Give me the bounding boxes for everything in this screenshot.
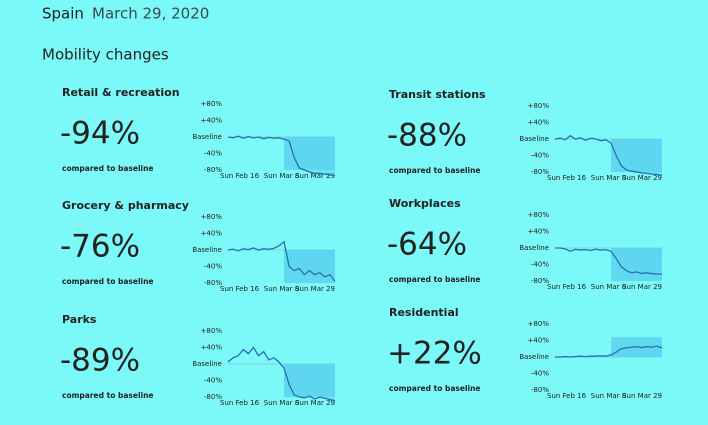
trend-line — [554, 134, 663, 176]
y-tick-label: -80% — [204, 166, 222, 174]
x-tick-label: Sun Feb 16 — [547, 392, 587, 400]
headline-value: -76% — [60, 229, 140, 265]
x-tick-label: Sun Feb 16 — [220, 399, 260, 407]
y-tick-label: -40% — [531, 370, 549, 378]
panel-title: Grocery & pharmacy — [62, 199, 189, 212]
x-tick-label: Sun Mar 29 — [622, 174, 662, 182]
y-tick-label: -80% — [531, 386, 549, 394]
y-tick-label: +80% — [201, 100, 223, 108]
panel-title: Transit stations — [389, 88, 486, 101]
panel-title: Residential — [389, 306, 459, 319]
x-tick-label: Sun Mar 8 — [264, 285, 299, 293]
x-tick-label: Sun Mar 29 — [295, 285, 335, 293]
trend-line — [227, 346, 336, 402]
y-tick-label: +80% — [528, 102, 550, 110]
y-tick-label: -80% — [531, 168, 549, 176]
panel-subtitle: compared to baseline — [62, 391, 154, 400]
y-tick-label: +80% — [201, 213, 223, 221]
panel-title: Retail & recreation — [62, 86, 180, 99]
x-tick-label: Sun Mar 29 — [295, 399, 335, 407]
y-tick-label: Baseline — [519, 135, 549, 143]
x-tick-label: Sun Mar 8 — [264, 172, 299, 180]
y-tick-label: +40% — [528, 119, 550, 127]
y-tick-label: Baseline — [519, 353, 549, 361]
panel-subtitle: compared to baseline — [62, 164, 154, 173]
headline-value: -64% — [387, 227, 467, 263]
y-tick-label: +80% — [528, 211, 550, 219]
section-title: Mobility changes — [42, 46, 169, 64]
y-tick-label: +40% — [201, 344, 223, 352]
headline-value: -89% — [60, 343, 140, 379]
x-tick-label: Sun Mar 29 — [622, 392, 662, 400]
y-tick-label: +80% — [528, 320, 550, 328]
trend-line — [227, 135, 336, 177]
trend-line — [227, 240, 336, 282]
y-tick-label: -40% — [204, 263, 222, 271]
y-tick-label: -80% — [531, 277, 549, 285]
y-tick-label: Baseline — [519, 244, 549, 252]
panel-subtitle: compared to baseline — [389, 166, 481, 175]
country: Spain — [42, 5, 84, 23]
y-tick-label: -80% — [204, 279, 222, 287]
headline-value: +22% — [387, 336, 482, 372]
y-tick-label: +40% — [201, 117, 223, 125]
x-tick-label: Sun Mar 8 — [264, 399, 299, 407]
panel-subtitle: compared to baseline — [389, 384, 481, 393]
y-tick-label: +40% — [201, 230, 223, 238]
panel-subtitle: compared to baseline — [389, 275, 481, 284]
y-tick-label: -40% — [204, 377, 222, 385]
y-tick-label: -80% — [204, 393, 222, 401]
x-tick-label: Sun Mar 29 — [622, 283, 662, 291]
report-date: March 29, 2020 — [92, 5, 209, 23]
x-tick-label: Sun Feb 16 — [547, 174, 587, 182]
y-tick-label: -40% — [531, 152, 549, 160]
x-tick-label: Sun Feb 16 — [547, 283, 587, 291]
headline-value: -94% — [60, 116, 140, 152]
y-tick-label: Baseline — [192, 360, 222, 368]
headline-value: -88% — [387, 118, 467, 154]
x-tick-label: Sun Feb 16 — [220, 172, 260, 180]
x-tick-label: Sun Feb 16 — [220, 285, 260, 293]
panel-title: Workplaces — [389, 197, 461, 210]
panel-title: Parks — [62, 313, 97, 326]
y-tick-label: +40% — [528, 337, 550, 345]
y-tick-label: +40% — [528, 228, 550, 236]
x-tick-label: Sun Mar 29 — [295, 172, 335, 180]
change-area — [284, 137, 335, 176]
trend-line — [555, 345, 663, 358]
change-area — [611, 139, 662, 176]
panel-subtitle: compared to baseline — [62, 277, 154, 286]
x-tick-label: Sun Mar 8 — [591, 283, 626, 291]
y-tick-label: Baseline — [192, 246, 222, 254]
y-tick-label: -40% — [531, 261, 549, 269]
change-area — [284, 364, 335, 401]
y-tick-label: Baseline — [192, 133, 222, 141]
change-area — [284, 241, 335, 282]
y-tick-label: +80% — [201, 327, 223, 335]
y-tick-label: -40% — [204, 150, 222, 158]
x-tick-label: Sun Mar 8 — [591, 392, 626, 400]
x-tick-label: Sun Mar 8 — [591, 174, 626, 182]
trend-line — [555, 247, 663, 276]
